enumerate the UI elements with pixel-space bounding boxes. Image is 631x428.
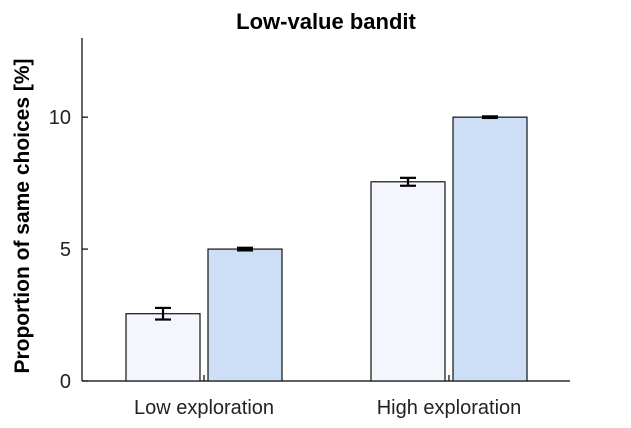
y-tick-label: 5 (60, 239, 71, 261)
error-bar (400, 176, 416, 187)
y-axis-label: Proportion of same choices [%] (11, 58, 34, 373)
bar (370, 181, 446, 382)
error-bar (237, 246, 253, 252)
x-tick-label: High exploration (377, 397, 522, 419)
bar (125, 313, 201, 382)
error-bar (155, 306, 171, 321)
error-bars-group (155, 115, 498, 321)
error-bar (482, 115, 498, 120)
y-tick-label: 10 (49, 107, 71, 129)
bar (207, 248, 283, 382)
y-ticks-group: 0 5 10 (49, 107, 88, 393)
y-tick-label: 0 (60, 371, 71, 393)
x-tick-label: Low exploration (134, 397, 274, 419)
chart-title: Low-value bandit (236, 9, 416, 34)
bars-group (125, 116, 528, 382)
x-ticks-group: Low exploration High exploration (134, 375, 521, 419)
bar (452, 116, 528, 382)
